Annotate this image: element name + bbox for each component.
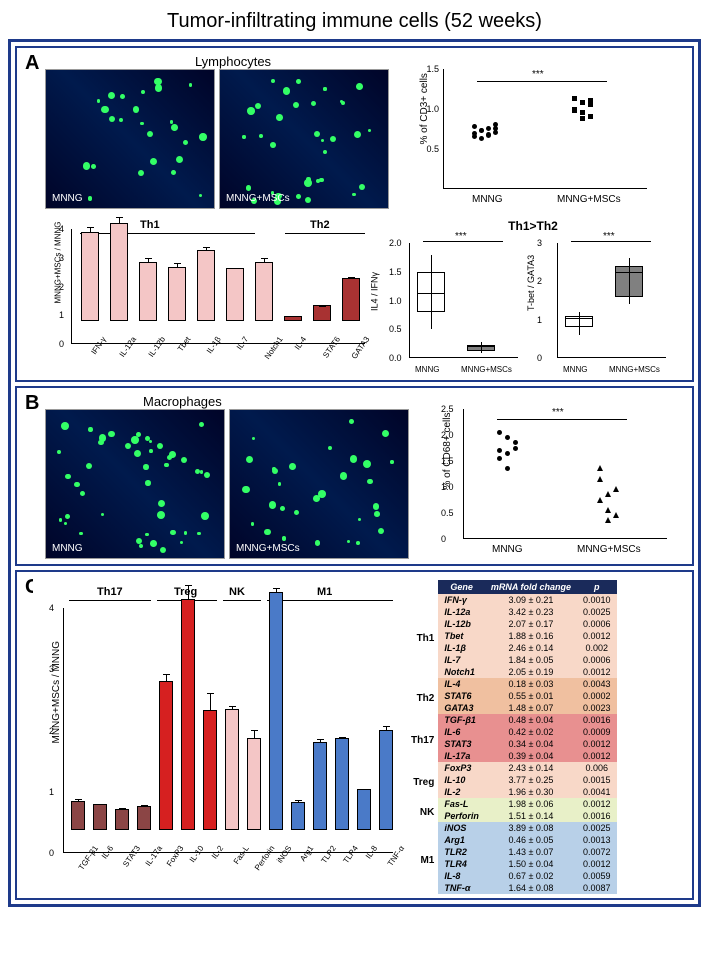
group-label: MNNG+MSCs xyxy=(609,365,660,374)
ratio-title: Th1>Th2 xyxy=(383,219,683,233)
figure-container: A Lymphocytes MNNG MNNG+MSCs % of CD3+ c… xyxy=(8,39,701,907)
micrograph-mnng-a: MNNG xyxy=(45,69,215,209)
th-bar-chart: MNNG+MSCs / MNNG 01234 Th1 Th2 IFN-γIL-1… xyxy=(45,219,375,379)
il4-ifn-boxplot: IL4 / IFNγ 0.00.51.01.52.0 *** MNNG MNNG… xyxy=(383,233,523,378)
group-label: MNNG xyxy=(472,194,503,205)
panel-b: B Macrophages MNNG MNNG+MSCs % of CD68+ … xyxy=(15,386,694,566)
significance: *** xyxy=(455,231,467,242)
panel-c: C MNNG+MSCs / MNNG 01234 Th17TregNKM1 TG… xyxy=(15,570,694,900)
micro-label: MNNG xyxy=(52,543,83,554)
panel-c-bar-chart: MNNG+MSCs / MNNG 01234 Th17TregNKM1 TGF-… xyxy=(33,578,403,898)
micro-label: MNNG+MSCs xyxy=(236,543,300,554)
lymphocytes-title: Lymphocytes xyxy=(103,54,363,69)
micrograph-mscs-a: MNNG+MSCs xyxy=(219,69,389,209)
group-label: MNNG xyxy=(563,365,587,374)
micrograph-mnng-b: MNNG xyxy=(45,409,225,559)
tbet-gata3-boxplot: T-bet / GATA3 0123 *** MNNG MNNG+MSCs xyxy=(531,233,671,378)
panel-a: A Lymphocytes MNNG MNNG+MSCs % of CD3+ c… xyxy=(15,46,694,382)
group-label: MNNG+MSCs xyxy=(557,194,621,205)
gene-fold-change-table: GenemRNA fold changep IFN-γ3.09 ± 0.210.… xyxy=(438,580,616,894)
micrograph-mscs-b: MNNG+MSCs xyxy=(229,409,409,559)
axis-label: T-bet / GATA3 xyxy=(526,254,536,310)
group-label: MNNG+MSCs xyxy=(461,365,512,374)
group-label: MNNG xyxy=(415,365,439,374)
cd68-scatter-chart: % of CD68+ cells 00.51.01.52.02.5 *** MN… xyxy=(437,409,667,559)
cd3-scatter-chart: % of CD3+ cells 0.51.01.5 *** MNNG MNNG+… xyxy=(417,69,647,209)
micro-label: MNNG xyxy=(52,193,83,204)
group-label: MNNG+MSCs xyxy=(577,544,641,555)
significance: *** xyxy=(532,69,544,80)
panel-letter-b: B xyxy=(25,392,39,415)
panel-letter-a: A xyxy=(25,52,39,75)
group-label: MNNG xyxy=(492,544,523,555)
macrophages-title: Macrophages xyxy=(143,394,686,409)
significance: *** xyxy=(552,407,564,418)
page-title: Tumor-infiltrating immune cells (52 week… xyxy=(0,0,709,39)
significance: *** xyxy=(603,231,615,242)
axis-label: IL4 / IFNγ xyxy=(370,271,380,310)
micro-label: MNNG+MSCs xyxy=(226,193,290,204)
axis-label: % of CD68+ cells xyxy=(442,413,453,490)
